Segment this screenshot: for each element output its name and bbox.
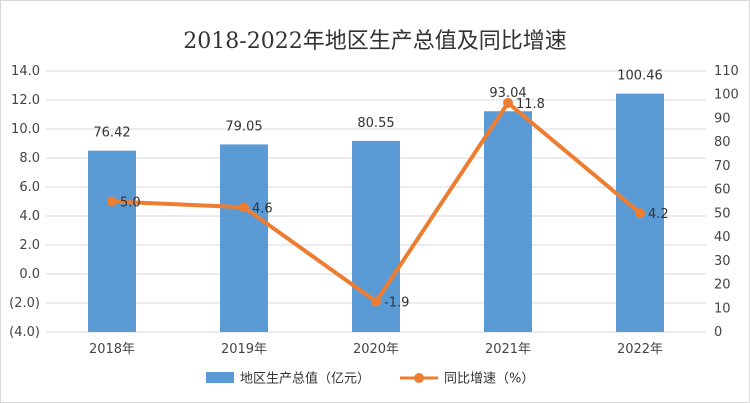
left-axis-tick-label: 0.0 bbox=[19, 267, 40, 282]
line-marker bbox=[503, 97, 513, 108]
right-axis-tick-label: 60 bbox=[714, 183, 731, 198]
line-marker bbox=[107, 196, 117, 207]
right-axis-tick-label: 110 bbox=[714, 64, 739, 79]
legend-line-marker bbox=[414, 373, 424, 383]
bar-data-label: 79.05 bbox=[225, 119, 262, 134]
left-axis-tick-label: 2.0 bbox=[19, 238, 40, 253]
right-axis-tick-label: 30 bbox=[714, 254, 731, 269]
left-axis-tick-label: 6.0 bbox=[19, 180, 40, 195]
bar-data-label: 100.46 bbox=[617, 69, 663, 84]
x-axis-tick-label: 2019年 bbox=[221, 342, 267, 357]
chart-title: 2018-2022年地区生产总值及同比增速 bbox=[183, 29, 566, 54]
left-axis-tick-label: 12.0 bbox=[11, 93, 40, 108]
axes: 14.0 12.0 10.0 8.0 6.0 4.0 2.0 0.0 (2.0) (4.0) 110… bbox=[9, 64, 739, 357]
bar-data-label: 93.04 bbox=[489, 86, 526, 101]
right-axis-tick-label: 70 bbox=[714, 159, 731, 174]
left-axis-tick-label: (2.0) bbox=[9, 296, 40, 311]
line-marker bbox=[371, 296, 381, 307]
legend-bar-swatch bbox=[206, 372, 234, 383]
left-axis-tick-label: (4.0) bbox=[9, 325, 40, 340]
right-axis-tick-label: 40 bbox=[714, 230, 731, 245]
right-axis-tick-label: 50 bbox=[714, 206, 731, 221]
x-axis-tick-label: 2018年 bbox=[89, 342, 135, 357]
data-labels: 76.42 79.05 80.55 93.04 100.46 5.0 4.6 -1.9 11.8… bbox=[93, 69, 668, 311]
line-data-label: 4.6 bbox=[252, 201, 273, 216]
right-axis-tick-label: 90 bbox=[714, 111, 731, 126]
line-data-label: -1.9 bbox=[384, 296, 409, 311]
left-axis-tick-label: 8.0 bbox=[19, 151, 40, 166]
bar bbox=[88, 150, 136, 332]
line-series bbox=[107, 97, 645, 307]
right-axis-tick-label: 20 bbox=[714, 278, 731, 293]
bar bbox=[484, 111, 532, 332]
legend-line-label: 同比增速（%） bbox=[444, 372, 534, 387]
left-axis-tick-label: 14.0 bbox=[11, 64, 40, 79]
x-axis-tick-label: 2021年 bbox=[485, 342, 531, 357]
left-axis-tick-label: 4.0 bbox=[19, 209, 40, 224]
line-marker bbox=[635, 208, 645, 219]
line-data-label: 4.2 bbox=[648, 207, 669, 222]
right-axis-tick-label: 0 bbox=[714, 325, 722, 340]
legend: 地区生产总值（亿元） 同比增速（%） bbox=[206, 371, 534, 387]
bar-data-label: 76.42 bbox=[93, 126, 130, 141]
bar bbox=[220, 144, 268, 332]
left-axis-tick-label: 10.0 bbox=[11, 122, 40, 137]
x-axis-tick-label: 2022年 bbox=[617, 342, 663, 357]
bar-data-label: 80.55 bbox=[357, 116, 394, 131]
right-axis-tick-label: 10 bbox=[714, 301, 731, 316]
bar-series bbox=[88, 93, 664, 332]
right-axis-tick-label: 100 bbox=[714, 88, 739, 103]
line-data-label: 11.8 bbox=[516, 97, 545, 112]
line-data-label: 5.0 bbox=[120, 196, 141, 211]
line-marker bbox=[239, 202, 249, 213]
right-axis-tick-label: 80 bbox=[714, 135, 731, 150]
legend-bar-label: 地区生产总值（亿元） bbox=[240, 371, 370, 387]
x-axis-tick-label: 2020年 bbox=[353, 342, 399, 357]
